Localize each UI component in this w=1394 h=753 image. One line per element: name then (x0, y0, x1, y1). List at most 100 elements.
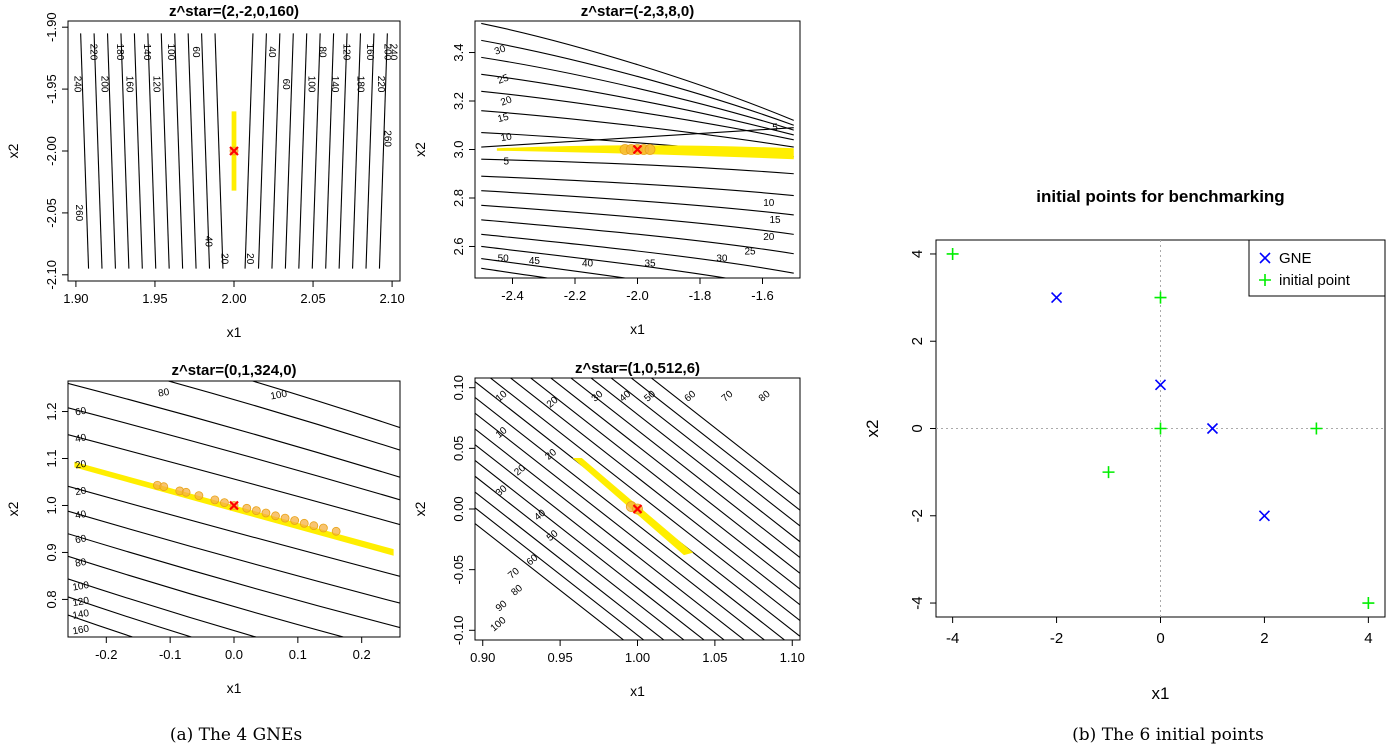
p4-contour-line (475, 491, 665, 640)
p2-ytick-label: 3.4 (451, 43, 466, 61)
p2-contour-line (481, 219, 794, 255)
p1-contour-label: 60 (280, 79, 291, 91)
p3-contour-label: 80 (74, 557, 87, 570)
p1-contour-label: 180 (354, 76, 365, 93)
p2-contour-label: 25 (744, 246, 756, 257)
p4-contour-line (630, 378, 800, 511)
p3-contour-label: 100 (270, 389, 289, 403)
p3-contour-label: 100 (72, 580, 91, 594)
p1-xlabel: x1 (227, 324, 242, 340)
p1-ylabel: x2 (5, 143, 21, 158)
p4-contour-line (529, 378, 800, 590)
p4-contour-label: 20 (543, 447, 559, 463)
p3-initial-point (331, 526, 341, 536)
p1-contour-label: 80 (317, 46, 328, 58)
p2-contour-line (481, 39, 794, 126)
p4-contour-label: 60 (525, 552, 541, 568)
p2-ytick-label: 2.6 (451, 237, 466, 255)
p1-contour-label: 240 (71, 76, 82, 93)
p5-plot-area (936, 240, 1385, 617)
p4-contour-line (650, 378, 800, 496)
p3-contour-line (68, 596, 194, 637)
p3-ytick-label: 1.1 (44, 449, 59, 467)
p3-xtick-label: -0.2 (95, 647, 117, 662)
p1-contour-line (325, 33, 335, 269)
p1-contour-label: 20 (219, 253, 230, 265)
p1-xtick-label: 2.10 (379, 291, 404, 306)
p3-ylabel: x2 (5, 501, 21, 516)
p4-contour-line (610, 378, 800, 527)
p3-initial-point (242, 503, 252, 513)
chart-p2: z^star=(-2,3,8,0) -2.4 -2.2 -2.0 -1.8 -1.6 2.6… (412, 3, 801, 337)
p4-xtick-label: 1.00 (625, 650, 650, 665)
p3-contour-label: 60 (74, 533, 87, 546)
p4-contour-line (549, 378, 800, 574)
p3-contour-line (68, 510, 400, 604)
p3-initial-point (309, 521, 319, 531)
p1-contour-label: 200 (381, 44, 392, 61)
p4-plot-area (475, 378, 800, 640)
p1-contour-label: 240 (388, 44, 399, 61)
p2-ytick-label: 3.2 (451, 92, 466, 110)
p5-legend-marker (1259, 252, 1271, 264)
caption-a: (a) The 4 GNEs (170, 725, 302, 745)
p2-xtick-label: -2.0 (626, 288, 648, 303)
p3-initial-point (251, 506, 261, 516)
p1-ytick-label: -2.00 (44, 136, 59, 166)
p1-xtick-label: 1.90 (63, 291, 88, 306)
p5-point-+ (1362, 597, 1375, 610)
p3-ytick-label: 1.2 (44, 402, 59, 420)
p2-xtick-label: -1.8 (689, 288, 711, 303)
p4-xtick-label: 0.90 (470, 650, 495, 665)
p4-contour-line (570, 378, 800, 559)
p3-ytick-label: 0.8 (44, 590, 59, 608)
p4-xtick-label: 1.10 (780, 650, 805, 665)
p1-contour-line (257, 33, 267, 269)
p2-contour-line (481, 110, 794, 148)
p2-contour-line (481, 158, 794, 175)
p3-contour-line (68, 555, 346, 637)
p4-xtick-label: 1.05 (702, 650, 727, 665)
p2-xtick-label: -2.2 (564, 288, 586, 303)
p2-contour-line (481, 127, 794, 148)
p5-xtick-label: 0 (1156, 630, 1164, 647)
p2-contour-label: 10 (763, 198, 775, 209)
p3-initial-point (318, 523, 328, 533)
p3-initial-point (220, 498, 229, 508)
p4-contour-line (590, 378, 800, 543)
p2-title: z^star=(-2,3,8,0) (581, 3, 694, 20)
p2-initial-point (644, 144, 656, 155)
p4-contour-label: 80 (509, 583, 525, 599)
p2-contour-line (481, 22, 794, 121)
p3-ytick-label: 1.0 (44, 496, 59, 514)
p5-xtick-label: 2 (1260, 630, 1268, 647)
p5-legend-marker (1259, 274, 1271, 286)
p1-gne-marker (229, 146, 239, 156)
p5-point-x (1258, 510, 1271, 522)
chart-p3: z^star=(0,1,324,0) -0.2 -0.1 0.0 0.1 0.2 0.8 0.… (5, 362, 401, 696)
p4-ytick-label: 0.00 (451, 496, 466, 521)
p4-contour-label: 50 (642, 389, 658, 405)
p1-contour-line (244, 33, 254, 269)
p1-contour-label: 180 (114, 44, 125, 61)
p4-contour-label: 30 (590, 389, 606, 405)
p2-contour-line (481, 190, 794, 216)
p3-contour-label: 80 (157, 387, 170, 400)
p1-contour-label: 140 (329, 76, 340, 93)
p2-contour-line (481, 267, 551, 278)
p4-contour-label: 40 (618, 389, 634, 405)
p4-ylabel: x2 (412, 501, 428, 516)
p4-xtick-label: 0.95 (547, 650, 572, 665)
p3-contour-line (68, 578, 258, 637)
caption-b: (b) The 6 initial points (1072, 725, 1264, 745)
p3-gne-marker (229, 500, 239, 511)
p1-contour-line (214, 33, 224, 269)
p1-contour-label: 140 (141, 44, 152, 61)
p5-ytick-label: 0 (909, 424, 926, 432)
p2-contour-label: 35 (644, 258, 656, 269)
p1-contour-line (160, 33, 170, 269)
p2-contour-label: 5 (772, 123, 778, 134)
p3-contour-line (166, 381, 400, 451)
p1-xtick-label: 1.95 (142, 291, 167, 306)
